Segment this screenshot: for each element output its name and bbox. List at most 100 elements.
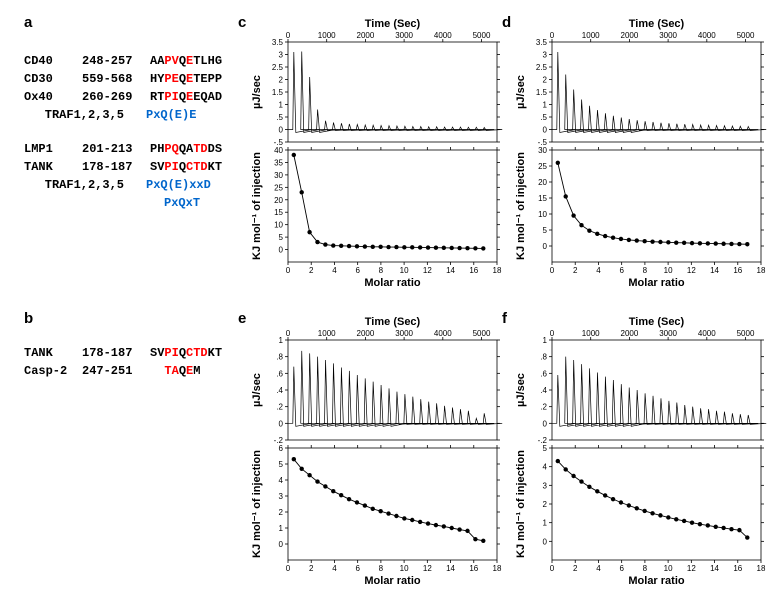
svg-text:10: 10 (538, 210, 547, 219)
svg-text:14: 14 (710, 564, 719, 573)
svg-text:15: 15 (538, 194, 547, 203)
svg-text:1: 1 (543, 101, 548, 110)
svg-text:12: 12 (687, 564, 696, 573)
sequence-range: 247-251 (82, 362, 150, 380)
panel-e-label: e (238, 310, 246, 327)
chart-e: Time (Sec)010002000300040005000-.20.2.4.… (248, 316, 503, 586)
svg-text:18: 18 (757, 564, 766, 573)
sequence-chars: PHPQQATDDS (150, 140, 222, 158)
svg-text:0: 0 (550, 329, 555, 338)
svg-text:3.5: 3.5 (536, 38, 548, 47)
sequence-row: CD30559-568HYPEQETEPP (24, 70, 222, 88)
sequence-range: 201-213 (82, 140, 150, 158)
svg-text:0: 0 (550, 564, 555, 573)
svg-text:3000: 3000 (395, 31, 413, 40)
svg-text:4000: 4000 (434, 31, 452, 40)
svg-text:Molar ratio: Molar ratio (628, 575, 685, 586)
svg-text:25: 25 (538, 162, 547, 171)
sequence-chars: SVPIQCTDKT (150, 344, 222, 362)
svg-text:2: 2 (573, 266, 578, 275)
svg-text:2.5: 2.5 (536, 63, 548, 72)
svg-text:3: 3 (279, 492, 284, 501)
panel-a-sequences: CD40248-257AAPVQETLHGCD30559-568HYPEQETE… (24, 52, 222, 212)
svg-text:2000: 2000 (621, 31, 639, 40)
sequence-range: 178-187 (82, 158, 150, 176)
svg-text:18: 18 (757, 266, 766, 275)
svg-text:18: 18 (493, 266, 502, 275)
svg-text:16: 16 (733, 266, 742, 275)
svg-text:2000: 2000 (357, 329, 375, 338)
svg-text:0: 0 (279, 540, 284, 549)
svg-text:1: 1 (543, 336, 548, 345)
chart-d: Time (Sec)010002000300040005000-.50.511.… (512, 18, 767, 288)
svg-text:.2: .2 (276, 403, 283, 412)
svg-text:1000: 1000 (318, 31, 336, 40)
svg-text:8: 8 (379, 266, 384, 275)
svg-text:0: 0 (543, 537, 548, 546)
svg-text:5000: 5000 (737, 329, 755, 338)
svg-text:KJ mol⁻¹ of injection: KJ mol⁻¹ of injection (251, 152, 263, 260)
sequence-name: TANK (24, 344, 82, 362)
svg-text:Molar ratio: Molar ratio (364, 277, 421, 288)
svg-text:3000: 3000 (659, 31, 677, 40)
sequence-chars: PxQxT (150, 194, 200, 212)
svg-text:KJ mol⁻¹ of injection: KJ mol⁻¹ of injection (515, 152, 527, 260)
sequence-name (24, 176, 36, 194)
sequence-row: Ox40260-269RTPIQEEQAD (24, 88, 222, 106)
svg-text:3: 3 (543, 51, 548, 60)
panel-c-label: c (238, 14, 246, 31)
svg-text:25: 25 (274, 183, 283, 192)
svg-text:5: 5 (543, 444, 548, 453)
svg-text:14: 14 (446, 564, 455, 573)
svg-text:.4: .4 (540, 386, 547, 395)
svg-text:6: 6 (355, 266, 360, 275)
sequence-chars: TAQEM (150, 362, 200, 380)
svg-text:1.5: 1.5 (272, 88, 284, 97)
panel-d-label: d (502, 14, 511, 31)
svg-text:5000: 5000 (737, 31, 755, 40)
svg-text:µJ/sec: µJ/sec (515, 75, 527, 109)
svg-text:.8: .8 (540, 353, 547, 362)
svg-text:16: 16 (469, 266, 478, 275)
sequence-name: TANK (24, 158, 82, 176)
svg-text:4: 4 (596, 564, 601, 573)
svg-text:3000: 3000 (659, 329, 677, 338)
svg-text:18: 18 (493, 564, 502, 573)
svg-text:15: 15 (274, 208, 283, 217)
svg-text:1: 1 (279, 524, 284, 533)
svg-text:4000: 4000 (698, 31, 716, 40)
svg-text:20: 20 (538, 178, 547, 187)
svg-text:0: 0 (550, 266, 555, 275)
sequence-range (82, 194, 150, 212)
svg-text:4000: 4000 (434, 329, 452, 338)
svg-text:1000: 1000 (582, 329, 600, 338)
svg-text:40: 40 (274, 146, 283, 155)
sequence-range: 248-257 (82, 52, 150, 70)
svg-text:Molar ratio: Molar ratio (364, 575, 421, 586)
panel-a-label: a (24, 14, 32, 31)
svg-text:14: 14 (710, 266, 719, 275)
sequence-name: CD30 (24, 70, 82, 88)
svg-text:30: 30 (538, 146, 547, 155)
sequence-chars: PxQ(E)xxD (132, 176, 211, 194)
svg-text:3000: 3000 (395, 329, 413, 338)
svg-text:12: 12 (687, 266, 696, 275)
panel-b-sequences: TANK178-187SVPIQCTDKTCasp-2247-251 TAQEM (24, 344, 222, 380)
svg-text:4: 4 (332, 564, 337, 573)
sequence-row: TANK178-187SVPIQCTDKT (24, 344, 222, 362)
sequence-row: LMP1201-213PHPQQATDDS (24, 140, 222, 158)
svg-text:4: 4 (596, 266, 601, 275)
sequence-row: TRAF1,2,3,5PxQ(E)xxD (24, 176, 222, 194)
svg-text:8: 8 (643, 266, 648, 275)
svg-text:1: 1 (543, 519, 548, 528)
svg-text:10: 10 (664, 266, 673, 275)
svg-text:KJ mol⁻¹ of injection: KJ mol⁻¹ of injection (515, 450, 527, 558)
svg-text:1000: 1000 (582, 31, 600, 40)
sequence-range: TRAF1,2,3,5 (36, 176, 132, 194)
svg-text:2000: 2000 (357, 31, 375, 40)
svg-text:.4: .4 (276, 386, 283, 395)
sequence-row: PxQxT (24, 194, 222, 212)
sequence-name (24, 106, 36, 124)
sequence-chars: PxQ(E)E (132, 106, 196, 124)
sequence-range: 178-187 (82, 344, 150, 362)
